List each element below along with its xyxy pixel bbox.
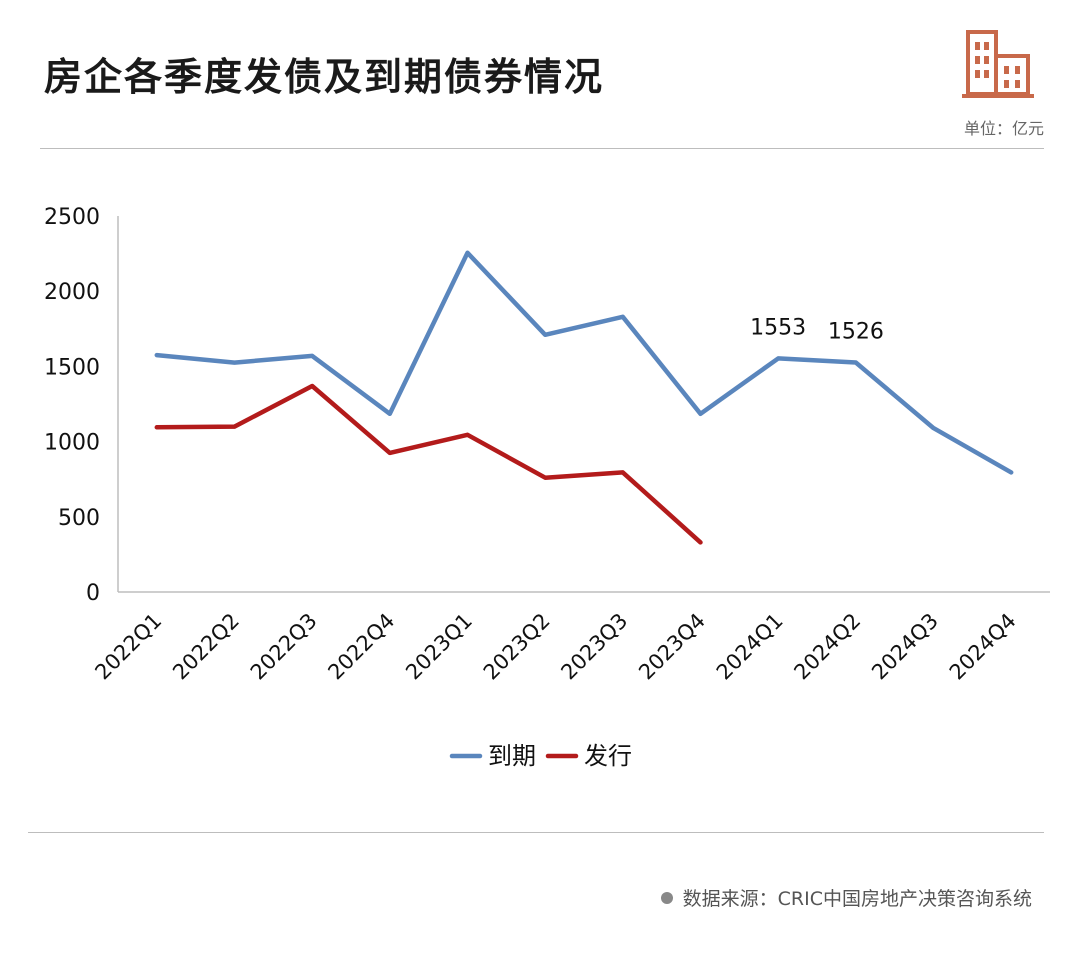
x-tick-label: 2022Q2 [168, 609, 244, 685]
bullet-icon [660, 891, 673, 904]
unit-label: 单位：亿元 [963, 119, 1044, 138]
x-tick-label: 2022Q4 [323, 609, 399, 685]
y-tick-label: 0 [86, 581, 100, 606]
x-tick-label: 2022Q3 [246, 609, 322, 685]
y-tick-label: 1500 [44, 355, 100, 380]
y-tick-label: 500 [58, 506, 100, 531]
series-line-maturity [154, 250, 1014, 475]
x-tick-label: 2024Q3 [867, 609, 943, 685]
data-label: 1526 [828, 319, 884, 344]
bottom-divider [28, 832, 1044, 833]
x-tick-label: 2024Q2 [789, 609, 865, 685]
x-tick-label: 2024Q4 [945, 609, 1021, 685]
y-tick-label: 2500 [44, 205, 100, 230]
legend-label: 到期 [488, 742, 536, 770]
x-tick-label: 2023Q2 [479, 609, 555, 685]
source-note: 数据来源：CRIC中国房地产决策咨询系统 [660, 884, 1032, 911]
x-tick-label: 2024Q1 [712, 609, 788, 685]
y-tick-label: 2000 [44, 280, 100, 305]
series-line-issuance [154, 383, 703, 545]
chart-title: 房企各季度发债及到期债券情况 [44, 55, 605, 99]
y-tick-label: 1000 [44, 431, 100, 456]
data-label: 1553 [750, 315, 806, 340]
x-tick-label: 2023Q1 [401, 609, 477, 685]
building-icon [962, 30, 1034, 98]
x-tick-label: 2023Q3 [556, 609, 632, 685]
x-tick-label: 2022Q1 [90, 609, 166, 685]
x-tick-label: 2023Q4 [634, 609, 710, 685]
source-text: 数据来源：CRIC中国房地产决策咨询系统 [682, 888, 1032, 910]
top-divider [40, 148, 1044, 149]
legend-label: 发行 [584, 742, 632, 770]
